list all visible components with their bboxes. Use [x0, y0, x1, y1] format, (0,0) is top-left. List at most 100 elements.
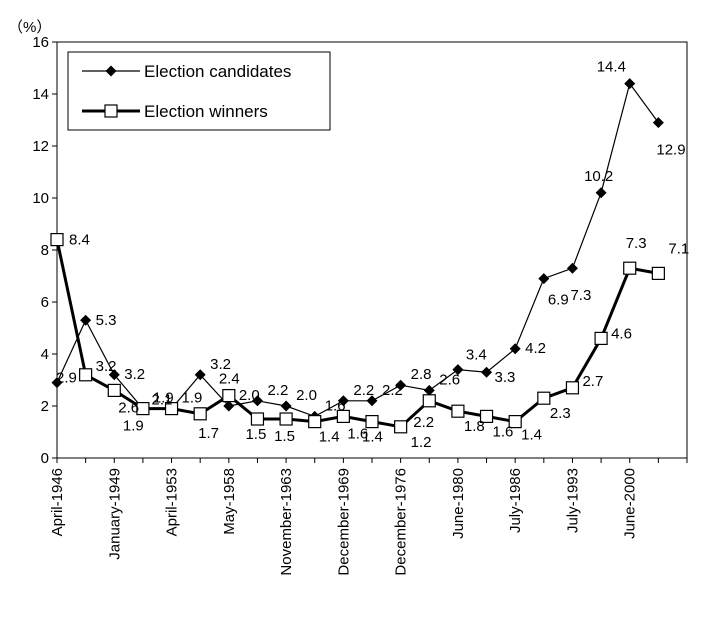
candidate-point	[223, 400, 235, 412]
winner-data-label: 2.2	[413, 414, 434, 431]
winner-data-label: 1.7	[198, 425, 219, 442]
winner-data-label: 2.7	[582, 373, 603, 390]
x-tick-label: December-1976	[393, 468, 410, 576]
candidate-data-label: 3.2	[210, 356, 231, 373]
legend: Election candidates Election winners	[67, 51, 331, 131]
candidate-point	[595, 187, 607, 199]
candidate-data-label: 2.2	[382, 382, 403, 399]
data-labels: 2.9 5.3 3.2 1.9 1.9 3.2 2.0 2.2 2.0 1.6 2.2 2.2 2.8 2…	[56, 59, 689, 451]
candidate-data-label: 2.2	[353, 382, 374, 399]
winner-point	[308, 415, 322, 429]
candidate-point	[194, 369, 206, 381]
winner-point	[651, 266, 665, 280]
legend-label-candidates: Election candidates	[144, 62, 291, 81]
winner-data-label: 1.4	[319, 429, 340, 446]
candidate-data-label: 6.9	[548, 292, 569, 309]
x-tick-label: May-1958	[221, 468, 238, 535]
candidate-point	[481, 366, 493, 378]
candidate-point	[251, 395, 263, 407]
y-tick-label: 12	[32, 138, 49, 155]
winner-data-label: 2.1	[152, 392, 173, 409]
winner-point	[508, 415, 522, 429]
winner-point	[164, 402, 179, 416]
series-line-winners	[55, 239, 659, 429]
candidate-data-label: 2.2	[267, 382, 288, 399]
y-tick-label: 6	[41, 294, 49, 311]
winner-point	[394, 420, 408, 434]
winner-data-label: 1.8	[464, 418, 485, 435]
candidate-point	[51, 377, 63, 389]
x-tick-label: November-1963	[278, 468, 295, 576]
winner-point	[565, 381, 580, 395]
candidate-data-label: 3.2	[124, 366, 145, 383]
candidate-data-label: 5.3	[96, 312, 117, 329]
x-tick-label: April-1953	[164, 468, 181, 536]
winner-data-label: 1.4	[362, 429, 383, 446]
candidate-point	[280, 400, 292, 412]
candidate-point	[80, 314, 92, 326]
candidate-point	[108, 369, 120, 381]
winner-point	[365, 415, 379, 429]
x-tick-label: July-1986	[507, 468, 524, 533]
candidate-data-label: 1.6	[325, 397, 346, 414]
candidate-data-label: 7.3	[570, 287, 591, 304]
x-axis: April-1946 January-1949 April-1953 May-1958…	[49, 458, 688, 576]
candidate-data-label: 3.3	[495, 369, 516, 386]
candidate-point	[538, 273, 550, 285]
y-tick-label: 8	[41, 242, 49, 259]
x-tick-label: April-1946	[49, 468, 66, 536]
winner-data-label: 1.4	[521, 427, 542, 444]
y-axis: 0 2 4 6 8 10 12 14 16	[32, 34, 57, 467]
winner-point	[79, 368, 93, 382]
winner-data-label: 1.9	[123, 418, 144, 435]
winner-point	[136, 402, 150, 416]
winner-point	[451, 404, 465, 418]
y-tick-label: 10	[32, 190, 49, 207]
x-tick-label: January-1949	[106, 468, 123, 560]
candidate-data-label: 1.9	[153, 390, 174, 407]
winner-data-label: 7.1	[668, 240, 689, 257]
candidate-data-label: 1.9	[182, 390, 203, 407]
x-tick-label: December-1969	[335, 468, 352, 576]
candidate-point	[366, 395, 378, 407]
winner-data-label: 3.2	[96, 358, 117, 375]
candidate-point	[337, 395, 349, 407]
winner-data-label: 2.6	[118, 399, 139, 416]
y-tick-label: 16	[32, 34, 49, 51]
winner-point	[279, 412, 293, 426]
winner-data-label: 2.3	[550, 405, 571, 422]
winner-point	[193, 407, 207, 421]
candidate-point	[652, 117, 664, 129]
winner-data-label: 7.3	[626, 235, 647, 252]
candidate-data-label: 3.4	[466, 347, 487, 364]
winner-point	[623, 261, 637, 275]
candidate-data-label: 4.2	[525, 340, 546, 357]
y-tick-label: 4	[41, 346, 49, 363]
y-tick-label: 2	[41, 398, 49, 415]
winner-data-label: 1.6	[347, 425, 368, 442]
winner-data-label: 1.2	[411, 434, 432, 451]
series-layer	[50, 78, 665, 434]
winner-data-label: 1.5	[245, 426, 266, 443]
winner-data-label: 2.4	[219, 371, 240, 388]
winner-point	[479, 409, 494, 423]
candidate-point	[423, 384, 435, 396]
candidate-data-label: 2.9	[56, 370, 77, 387]
candidate-data-label: 2.0	[296, 387, 317, 404]
candidate-data-label: 12.9	[656, 142, 685, 159]
winner-data-label: 1.6	[493, 423, 514, 440]
candidate-data-label: 14.4	[597, 59, 626, 76]
candidate-data-label: 10.2	[584, 168, 613, 185]
winner-point	[250, 412, 265, 426]
legend-marker-candidates	[105, 65, 117, 77]
winner-data-label: 8.4	[69, 232, 90, 249]
candidate-point	[566, 262, 578, 274]
y-tick-label: 0	[41, 450, 49, 467]
candidate-point	[452, 364, 464, 376]
winner-data-label: 4.6	[611, 325, 632, 342]
x-tick-label: June-2000	[622, 468, 639, 539]
candidate-point	[509, 343, 521, 355]
legend-marker-winners	[104, 104, 118, 118]
winner-point	[537, 391, 551, 405]
